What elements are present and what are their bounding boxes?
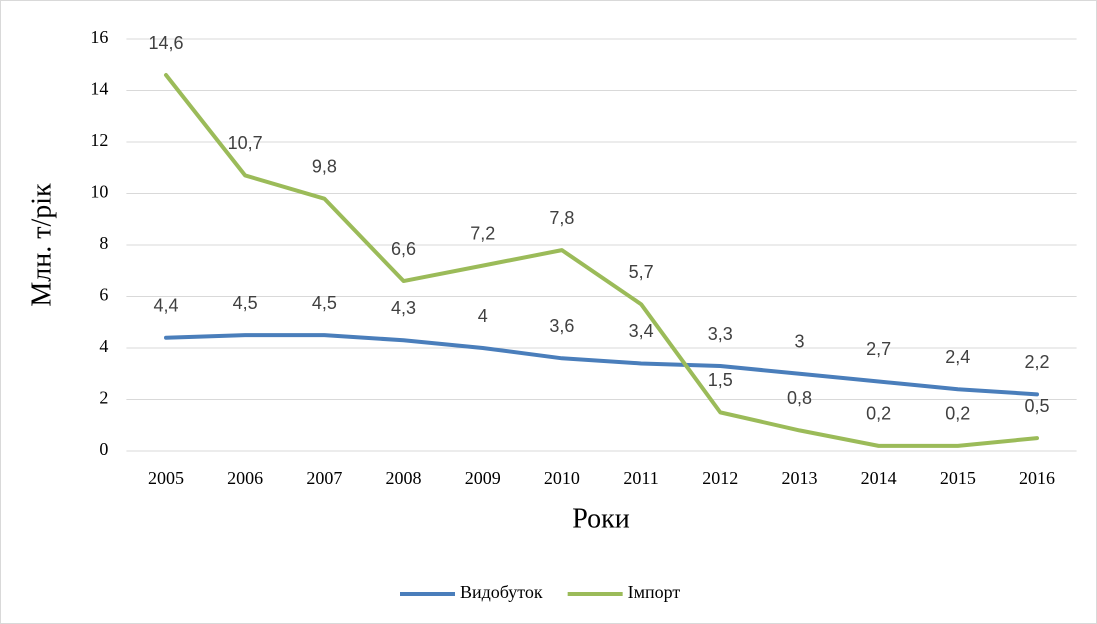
x-tick-label: 2013 xyxy=(781,468,817,488)
data-label: 6,6 xyxy=(391,239,416,259)
y-tick-label: 2 xyxy=(99,388,108,408)
y-tick-label: 12 xyxy=(90,130,108,150)
data-label: 3,3 xyxy=(708,324,733,344)
data-label: 9,8 xyxy=(312,156,337,176)
x-tick-label: 2016 xyxy=(1019,468,1055,488)
y-tick-label: 10 xyxy=(90,182,108,202)
x-tick-label: 2014 xyxy=(861,468,897,488)
x-tick-label: 2009 xyxy=(465,468,501,488)
data-label: 7,2 xyxy=(470,223,495,243)
y-tick-label: 0 xyxy=(99,439,108,459)
y-tick-label: 16 xyxy=(90,27,108,47)
data-label: 4,5 xyxy=(312,293,337,313)
data-label: 10,7 xyxy=(228,133,263,153)
data-label: 1,5 xyxy=(708,370,733,390)
data-label: 0,5 xyxy=(1024,396,1049,416)
data-label: 2,4 xyxy=(945,347,970,367)
y-tick-label: 6 xyxy=(99,285,108,305)
data-label: 14,6 xyxy=(148,33,183,53)
data-label: 4 xyxy=(478,306,488,326)
x-tick-label: 2010 xyxy=(544,468,580,488)
y-tick-label: 8 xyxy=(99,233,108,253)
data-label: 5,7 xyxy=(629,262,654,282)
x-tick-label: 2007 xyxy=(306,468,342,488)
y-axis-label: Млн. т/рік xyxy=(26,183,57,307)
legend-label: Імпорт xyxy=(628,582,681,602)
x-tick-label: 2011 xyxy=(623,468,658,488)
data-label: 0,2 xyxy=(866,404,891,424)
data-label: 0,2 xyxy=(945,404,970,424)
data-label: 3,6 xyxy=(549,316,574,336)
data-label: 3 xyxy=(794,332,804,352)
x-axis-label: Роки xyxy=(572,503,629,534)
data-label: 4,3 xyxy=(391,298,416,318)
data-label: 2,7 xyxy=(866,339,891,359)
series-line xyxy=(163,73,1040,448)
data-label: 3,4 xyxy=(629,321,654,341)
data-label: 7,8 xyxy=(549,208,574,228)
y-tick-label: 14 xyxy=(90,79,108,99)
x-tick-label: 2015 xyxy=(940,468,976,488)
x-tick-label: 2006 xyxy=(227,468,263,488)
x-tick-label: 2008 xyxy=(386,468,422,488)
legend-label: Видобуток xyxy=(460,582,543,602)
series-line xyxy=(163,333,1040,397)
x-tick-label: 2012 xyxy=(702,468,738,488)
data-label: 0,8 xyxy=(787,388,812,408)
data-label: 4,4 xyxy=(153,295,178,315)
y-tick-label: 4 xyxy=(99,336,108,356)
data-label: 4,5 xyxy=(233,293,258,313)
x-tick-label: 2005 xyxy=(148,468,184,488)
data-label: 2,2 xyxy=(1024,352,1049,372)
